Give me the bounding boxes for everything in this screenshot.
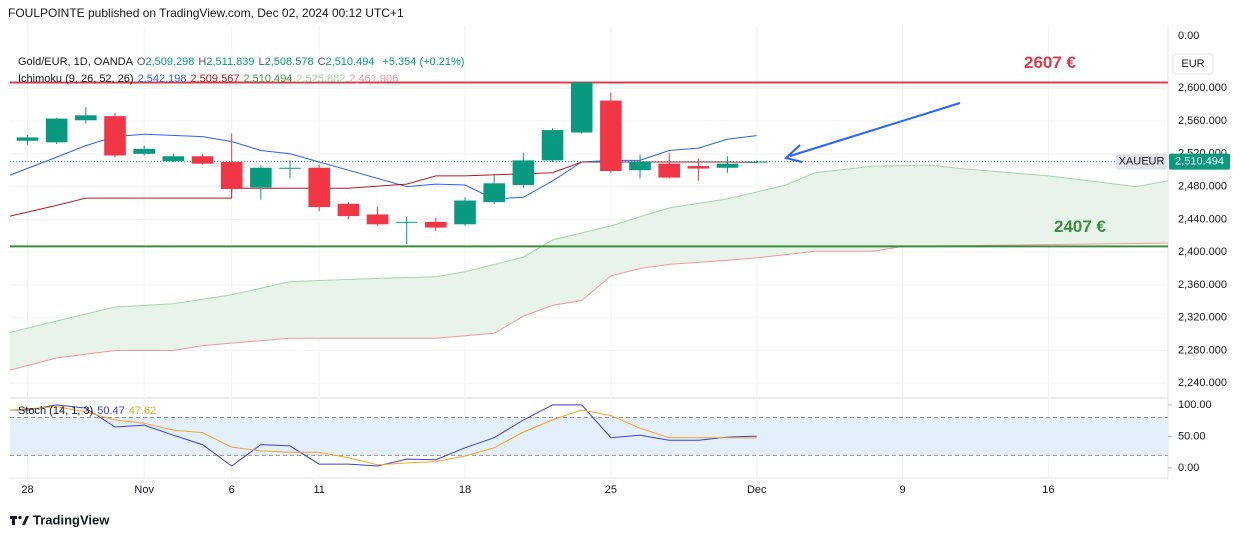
y-tick-label: 2,600.000: [1178, 82, 1227, 94]
ohlc-value: 2,508.578: [264, 56, 314, 68]
y-tick-label: 2,480.000: [1178, 181, 1227, 193]
annotation-arrow: [789, 102, 961, 157]
symbol-tag: [1116, 153, 1167, 170]
candle-body: [16, 137, 39, 141]
arrow-head: [783, 144, 803, 163]
candle-body: [541, 130, 564, 161]
candle-body: [75, 115, 97, 121]
symbol-tag-text: XAUEUR: [1119, 156, 1165, 168]
stoch-value: 50.47: [97, 405, 125, 417]
publisher: FOULPOINTE published on TradingView.com,…: [8, 6, 404, 20]
y-tick-label: 2,400.000: [1178, 246, 1227, 258]
candle-body: [658, 163, 681, 178]
y-tick-label: 2,240.000: [1178, 377, 1227, 389]
y-tick-label: 2,320.000: [1178, 312, 1227, 324]
stoch-value: 47.62: [128, 405, 157, 417]
stoch-line: [10, 404, 757, 467]
ohlc-key: H: [198, 56, 207, 68]
indicator-line: [9, 161, 757, 217]
candle-body: [483, 183, 505, 203]
x-tick-label: 25: [605, 484, 617, 496]
indicator-value: 2,525.882: [296, 73, 346, 85]
y-tick-label: 100.00: [1178, 399, 1212, 411]
y-tick-label: 2,440.000: [1178, 213, 1227, 225]
candle-body: [716, 163, 739, 168]
indicator-legend: Ichimoku (9, 26, 52, 26) 2,542.198 2,509.5…: [18, 73, 406, 85]
x-tick-label: 11: [313, 484, 324, 496]
candle-body: [337, 203, 360, 217]
stoch-name: Stoch (14, 1, 3): [18, 405, 94, 417]
candle-body: [366, 214, 389, 225]
ohlc-value: 2,510.494: [325, 56, 375, 68]
ohlc-key: O: [136, 56, 146, 68]
ohlc-key: C: [317, 56, 326, 68]
y-tick-label: 2,360.000: [1178, 279, 1227, 291]
candle-body: [512, 160, 535, 185]
currency[interactable]: EUR: [1181, 58, 1204, 70]
ohlc: O2,509.298 H2,511.839 L2,508.578 C2,510.494: [137, 56, 379, 68]
candle-body: [279, 167, 301, 169]
candle-body: [745, 161, 768, 163]
ohlc-key: L: [258, 56, 265, 68]
candle-body: [629, 162, 651, 171]
candle-body: [570, 82, 593, 133]
candle-body: [250, 167, 272, 188]
symbol: Gold/EUR, 1D, OANDA: [18, 56, 133, 68]
y-tick-label: 2,280.000: [1178, 344, 1227, 356]
indicator-name: Ichimoku (9, 26, 52, 26): [18, 73, 134, 85]
candle-body: [600, 100, 622, 172]
x-tick-label: 28: [21, 484, 33, 496]
candle-body: [104, 116, 126, 156]
x-tick-label: 9: [900, 484, 906, 496]
candle-body: [220, 162, 243, 190]
price-tag: [1169, 153, 1230, 170]
corner-label: 0.00: [1178, 30, 1199, 42]
y-tick-label: 2,560.000: [1178, 115, 1227, 127]
stoch-values: 50.47 47.62: [97, 405, 160, 417]
currency-button[interactable]: [1172, 53, 1214, 75]
candle-body: [395, 221, 418, 223]
change: +5.354 (+0.21%): [382, 56, 465, 68]
indicator-value: 2,510.494: [243, 73, 293, 85]
y-tick-label: 0.00: [1178, 462, 1199, 474]
x-tick-label: Dec: [747, 484, 767, 496]
brand-logo: [10, 515, 29, 525]
price-tag-text: 2,510.494: [1175, 156, 1224, 168]
brand: TradingView: [33, 512, 110, 527]
x-tick-label: 18: [459, 484, 471, 496]
candle-body: [425, 221, 447, 228]
candle-body: [308, 167, 330, 208]
y-tick-label: 50.00: [1178, 430, 1206, 442]
main-legend: Gold/EUR, 1D, OANDA O2,509.298 H2,511.839 L…: [18, 56, 468, 68]
indicator-value: 2,542.198: [137, 73, 187, 85]
stoch-legend: Stoch (14, 1, 3) 50.47 47.62: [18, 405, 164, 417]
level-label: 2407 €: [1054, 217, 1107, 236]
stoch-band: [10, 417, 1168, 456]
candle-body: [191, 156, 214, 164]
ohlc-value: 2,511.839: [206, 56, 255, 68]
indicator-values: 2,542.198 2,509.567 2,510.494 2,525.882 2,46…: [138, 73, 403, 85]
candle-body: [162, 156, 185, 162]
ohlc-value: 2,509.298: [145, 56, 195, 68]
indicator-value: 2,461.906: [349, 73, 399, 85]
candle-body: [45, 118, 68, 143]
level-label: 2607 €: [1024, 53, 1077, 72]
x-tick-label: Nov: [134, 484, 154, 496]
cloud-fill: [10, 165, 1168, 371]
candle-body: [687, 166, 710, 169]
indicator-value: 2,509.567: [190, 73, 240, 85]
candle-body: [133, 148, 155, 154]
x-tick-label: 16: [1042, 484, 1054, 496]
cloud-upper: [9, 164, 1169, 333]
cloud-lower: [9, 242, 1169, 371]
x-tick-label: 6: [229, 484, 235, 496]
stoch-line: [9, 406, 757, 466]
candle-body: [454, 200, 476, 225]
